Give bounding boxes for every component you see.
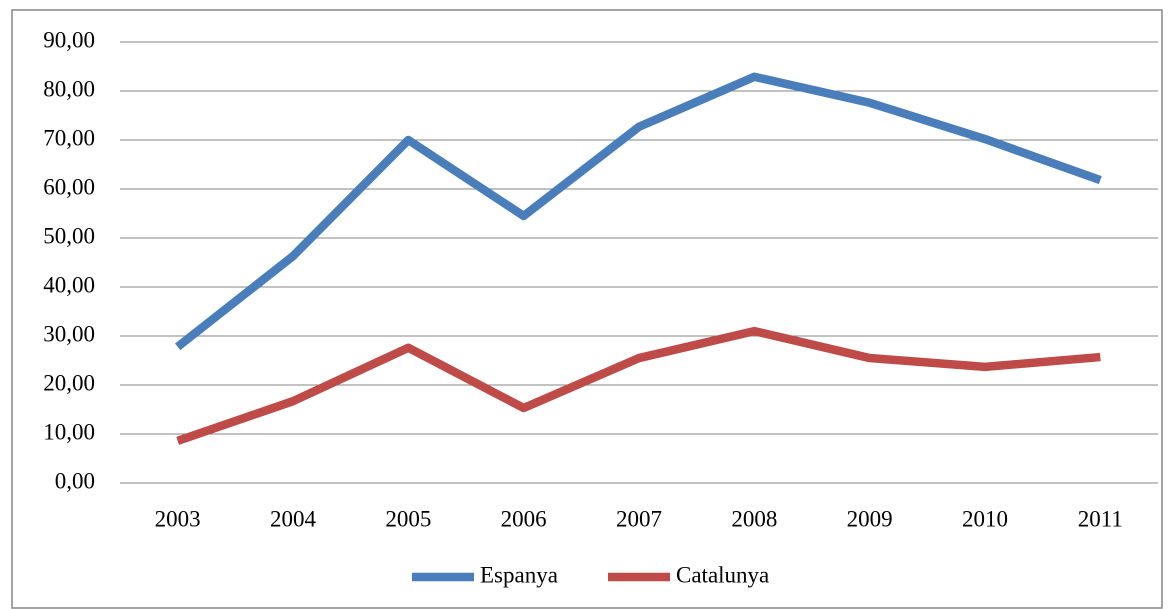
- y-tick-label: 40,00: [43, 272, 95, 297]
- y-tick-label: 0,00: [55, 468, 95, 493]
- data-line: [176, 326, 1101, 445]
- chart-border: [11, 9, 1163, 609]
- y-tick-label: 20,00: [43, 370, 95, 395]
- y-tick-label: 60,00: [43, 174, 95, 199]
- x-tick-label: 2007: [616, 506, 662, 531]
- x-tick-label: 2005: [385, 506, 431, 531]
- y-tick-label: 70,00: [43, 125, 95, 150]
- x-tick-label: 2008: [731, 506, 777, 531]
- y-tick-label: 90,00: [43, 27, 95, 52]
- y-tick-label: 50,00: [43, 223, 95, 248]
- y-tick-label: 10,00: [43, 419, 95, 444]
- x-tick-label: 2009: [847, 506, 893, 531]
- x-tick-label: 2003: [155, 506, 201, 531]
- data-line: [175, 72, 1102, 351]
- x-tick-label: 2006: [501, 506, 547, 531]
- x-tick-label: 2004: [270, 506, 317, 531]
- x-tick-label: 2010: [962, 506, 1008, 531]
- legend-label: Catalunya: [676, 562, 769, 587]
- legend-label: Espanya: [480, 562, 558, 587]
- x-tick-label: 2011: [1078, 506, 1123, 531]
- y-tick-label: 30,00: [43, 321, 95, 346]
- y-tick-label: 80,00: [43, 76, 95, 101]
